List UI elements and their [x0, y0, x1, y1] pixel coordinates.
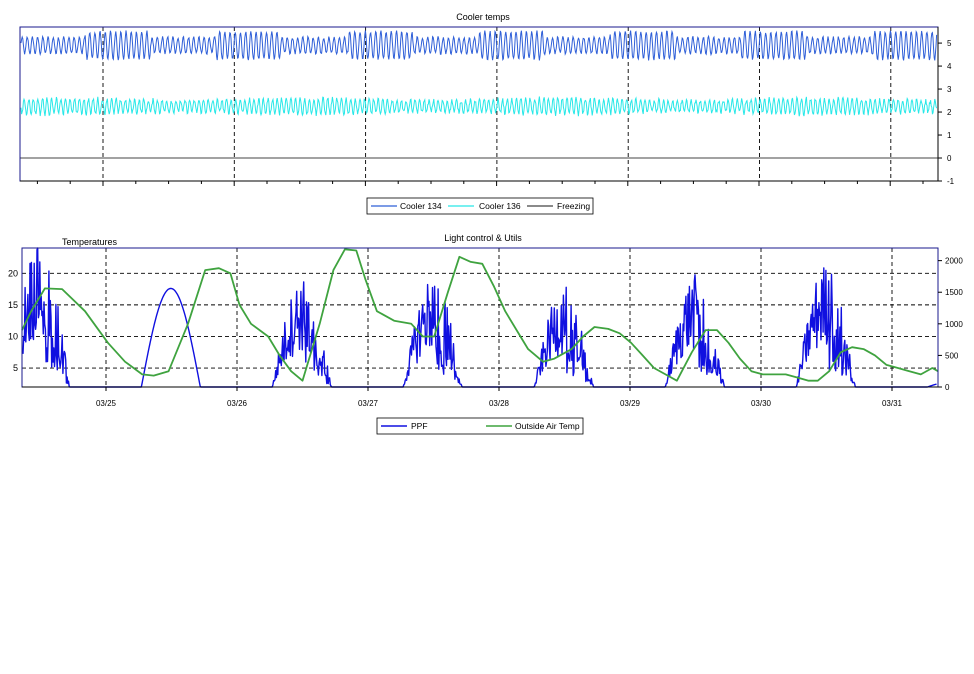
right-y-tick-label: 500 [945, 351, 959, 360]
cooler-temps-x-ticks [36, 181, 924, 186]
left-y-tick-label: 5 [13, 363, 18, 373]
series-line-cooler-134 [20, 29, 938, 61]
right-y-tick-label: 2000 [945, 257, 963, 266]
legend-box [376, 417, 584, 435]
y-tick-label: 4 [947, 62, 952, 71]
left-y-tick-label: 20 [8, 268, 18, 278]
x-tick-label: 03/29 [620, 399, 641, 408]
cooler-temps-legend: Cooler 134 Cooler 136 Freezing [366, 197, 594, 215]
light-control-x-ticks: 03/25 03/26 03/27 03/28 03/29 03/30 03/31 [96, 387, 903, 408]
series-line-cooler-136 [20, 95, 938, 117]
legend-label-cooler-134: Cooler 134 [400, 201, 442, 211]
left-y-ticks: 5 10 15 20 [8, 268, 18, 373]
light-control-chart: Light control & Utils Temperatures 5 10 15… [8, 233, 963, 435]
left-axis-label: Temperatures [62, 237, 118, 247]
series-line-outside-air-temp [21, 248, 939, 382]
legend-label-outside-air-temp: Outside Air Temp [515, 421, 580, 431]
x-tick-label: 03/28 [489, 399, 510, 408]
y-tick-label: -1 [947, 177, 955, 186]
y-tick-label: 3 [947, 85, 952, 94]
cooler-temps-series [20, 29, 938, 159]
legend-label-ppf: PPF [411, 421, 428, 431]
right-y-tick-label: 1000 [945, 320, 963, 329]
light-control-gridlines [22, 248, 938, 387]
cooler-temps-y-ticks: -1 0 1 2 3 4 5 [938, 39, 955, 186]
x-tick-label: 03/27 [358, 399, 379, 408]
series-line-ppf [22, 247, 937, 388]
left-y-tick-label: 10 [8, 331, 18, 341]
left-y-tick-label: 15 [8, 300, 18, 310]
right-y-tick-label: 1500 [945, 288, 963, 297]
x-tick-label: 03/31 [882, 399, 903, 408]
x-tick-label: 03/25 [96, 399, 117, 408]
x-tick-label: 03/26 [227, 399, 248, 408]
y-tick-label: 0 [947, 154, 952, 163]
legend-label-freezing: Freezing [557, 201, 590, 211]
cooler-temps-title: Cooler temps [456, 12, 510, 22]
right-y-tick-label: 0 [945, 383, 950, 392]
light-control-title: Light control & Utils [444, 233, 522, 243]
right-y-ticks: 0 500 1000 1500 2000 [938, 257, 963, 392]
x-tick-label: 03/30 [751, 399, 772, 408]
y-tick-label: 1 [947, 131, 952, 140]
cooler-temps-chart: Cooler temps -1 0 1 2 3 4 5 Cooler 134 Cooler … [19, 12, 955, 215]
light-control-series [21, 247, 939, 388]
y-tick-label: 2 [947, 108, 952, 117]
light-control-legend: PPF Outside Air Temp [376, 417, 584, 435]
y-tick-label: 5 [947, 39, 952, 48]
legend-box [366, 197, 594, 215]
legend-label-cooler-136: Cooler 136 [479, 201, 521, 211]
